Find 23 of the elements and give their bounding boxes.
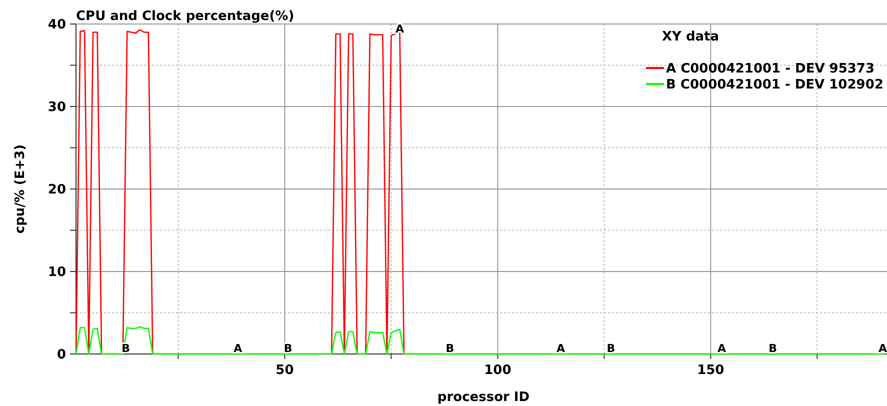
y-tick-label: 20	[48, 182, 66, 198]
x-tick-label: 100	[484, 363, 512, 378]
chart-title: CPU and Clock percentage(%)	[76, 9, 294, 24]
x-tick-label: 50	[276, 363, 294, 378]
annotation: B	[284, 342, 292, 355]
annotation: A	[395, 22, 404, 36]
annotation: B	[606, 342, 616, 355]
annotation: A	[234, 342, 243, 355]
y-axis-title: cpu/% (E+3)	[13, 144, 28, 234]
annotation: A	[878, 342, 887, 355]
annotation: B	[446, 342, 454, 355]
x-tick-label: 150	[697, 363, 724, 378]
annotation: A	[717, 342, 726, 355]
legend-title: XY data	[662, 30, 720, 45]
y-tick-label: 10	[48, 265, 66, 280]
y-tick-label: 30	[48, 100, 66, 116]
annotation: A	[556, 342, 566, 355]
y-tick-label: 0	[56, 348, 66, 363]
x-axis-title: processor ID	[437, 390, 530, 405]
legend-label: B C0000421001 - DEV 102902	[666, 78, 884, 93]
y-tick-label: 40	[48, 18, 66, 33]
annotation: B	[768, 342, 778, 355]
legend-label: A C0000421001 - DEV 95373	[666, 62, 875, 77]
